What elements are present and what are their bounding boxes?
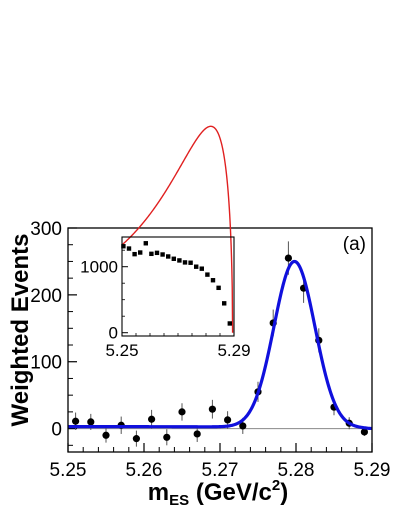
- panel-label: (a): [343, 234, 366, 255]
- inset-data-point: [126, 246, 132, 251]
- x-axis-title-superscript: 2: [272, 477, 280, 494]
- inset-data-point: [188, 260, 193, 265]
- inset-data-point: [166, 254, 171, 259]
- data-point: [360, 428, 368, 436]
- x-axis-title: mES (GeV/c2): [148, 477, 288, 509]
- main-plot: 5.25 5.26 5.27 5.28 5.29 0 100 200 300 (a): [30, 219, 390, 481]
- inset-data-point: [121, 244, 126, 249]
- x-tick-label: 5.28: [278, 460, 315, 481]
- x-tick-label: 5.29: [354, 460, 391, 481]
- inset-data-point: [199, 266, 204, 271]
- data-point: [102, 431, 110, 439]
- data-point: [239, 422, 247, 430]
- data-point: [178, 408, 186, 416]
- inset-y-tick-label: 0: [109, 324, 118, 343]
- inset-data-point: [222, 301, 227, 306]
- inset-data-point: [160, 252, 165, 257]
- inset-data-point: [132, 251, 137, 257]
- inset-x-tick-label: 5.29: [217, 341, 250, 360]
- inset-data-point: [143, 241, 148, 246]
- x-tick-label: 5.27: [202, 460, 239, 481]
- main-ticks: 5.25 5.26 5.27 5.28 5.29 0 100 200 300: [30, 219, 390, 481]
- inset-fit-curve: [121, 125, 234, 333]
- inset-y-tick-label: 1000: [80, 258, 118, 277]
- x-axis-title-unit-close: ): [280, 479, 288, 506]
- inset-data-point: [210, 278, 216, 283]
- y-tick-label: 0: [51, 420, 62, 441]
- y-axis-title: Weighted Events: [7, 234, 34, 427]
- inset-data-point: [216, 285, 221, 291]
- x-tick-label: 5.26: [126, 460, 163, 481]
- inset-data-point: [149, 251, 154, 257]
- inset-data-point: [171, 256, 176, 261]
- data-point: [132, 435, 140, 443]
- inset-x-tick-label: 5.25: [105, 341, 138, 360]
- inset-data-point: [194, 264, 199, 269]
- inset-data-point: [177, 258, 182, 263]
- inset-plot-frame: [121, 236, 235, 337]
- inset-data-point: [182, 260, 188, 265]
- inset-data-point: [154, 250, 160, 256]
- data-point: [284, 254, 292, 262]
- data-point: [148, 415, 156, 423]
- y-tick-label: 200: [30, 286, 62, 307]
- data-point: [163, 433, 171, 441]
- x-axis-title-subscript: ES: [169, 492, 189, 509]
- main-plot-frame: [67, 227, 373, 453]
- data-point: [193, 430, 201, 438]
- x-tick-label: 5.25: [50, 460, 87, 481]
- main-fit-curve: [68, 259, 373, 431]
- y-tick-label: 100: [30, 353, 62, 374]
- data-point: [72, 417, 80, 425]
- data-point: [224, 416, 232, 424]
- inset-points: [121, 241, 232, 326]
- data-point: [87, 418, 95, 426]
- inset-data-point: [138, 250, 143, 255]
- inset-data-point: [227, 321, 232, 326]
- x-axis-title-main: m: [148, 479, 169, 506]
- y-tick-label: 300: [30, 219, 62, 240]
- data-point: [208, 405, 216, 413]
- x-axis-title-unit: (GeV/c: [189, 479, 272, 506]
- inset-plot: 5.25 5.29 0 1000: [80, 125, 251, 360]
- inset-data-point: [205, 272, 210, 277]
